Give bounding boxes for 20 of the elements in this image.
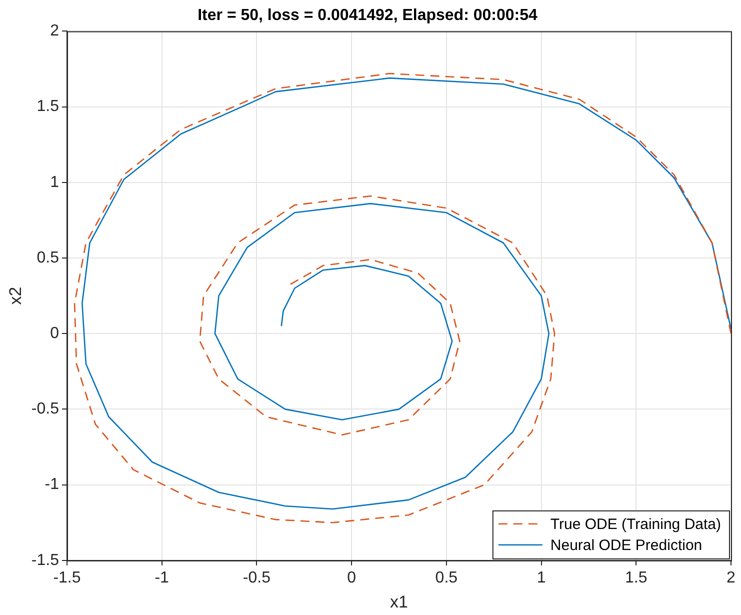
y-tick-label: 0.5 bbox=[36, 249, 60, 266]
x-tick-label: 0 bbox=[347, 569, 356, 586]
x-tick-label: 1.5 bbox=[625, 569, 648, 586]
y-tick-label: -1 bbox=[44, 476, 60, 494]
legend-label: True ODE (Training Data) bbox=[550, 516, 722, 534]
y-tick-label: 0 bbox=[50, 325, 60, 342]
chart-title: Iter = 50, loss = 0.0041492, Elapsed: 00:00:54 bbox=[198, 7, 538, 24]
x-axis-title: x1 bbox=[390, 592, 408, 612]
x-tick-label: -1 bbox=[154, 569, 170, 586]
y-tick-label: -0.5 bbox=[31, 400, 60, 418]
y-tick-label: -1.5 bbox=[31, 552, 60, 569]
y-axis-title: x2 bbox=[6, 286, 25, 305]
y-tick-label: 2 bbox=[50, 22, 60, 40]
x-tick-label: 2 bbox=[726, 569, 736, 586]
legend-label: Neural ODE Prediction bbox=[550, 537, 702, 554]
x-tick-label: 1 bbox=[536, 569, 546, 586]
y-tick-label: 1 bbox=[50, 174, 60, 191]
y-tick-label: 1.5 bbox=[36, 98, 60, 116]
x-tick-label: -0.5 bbox=[242, 569, 271, 586]
x-tick-label: 0.5 bbox=[435, 569, 458, 586]
